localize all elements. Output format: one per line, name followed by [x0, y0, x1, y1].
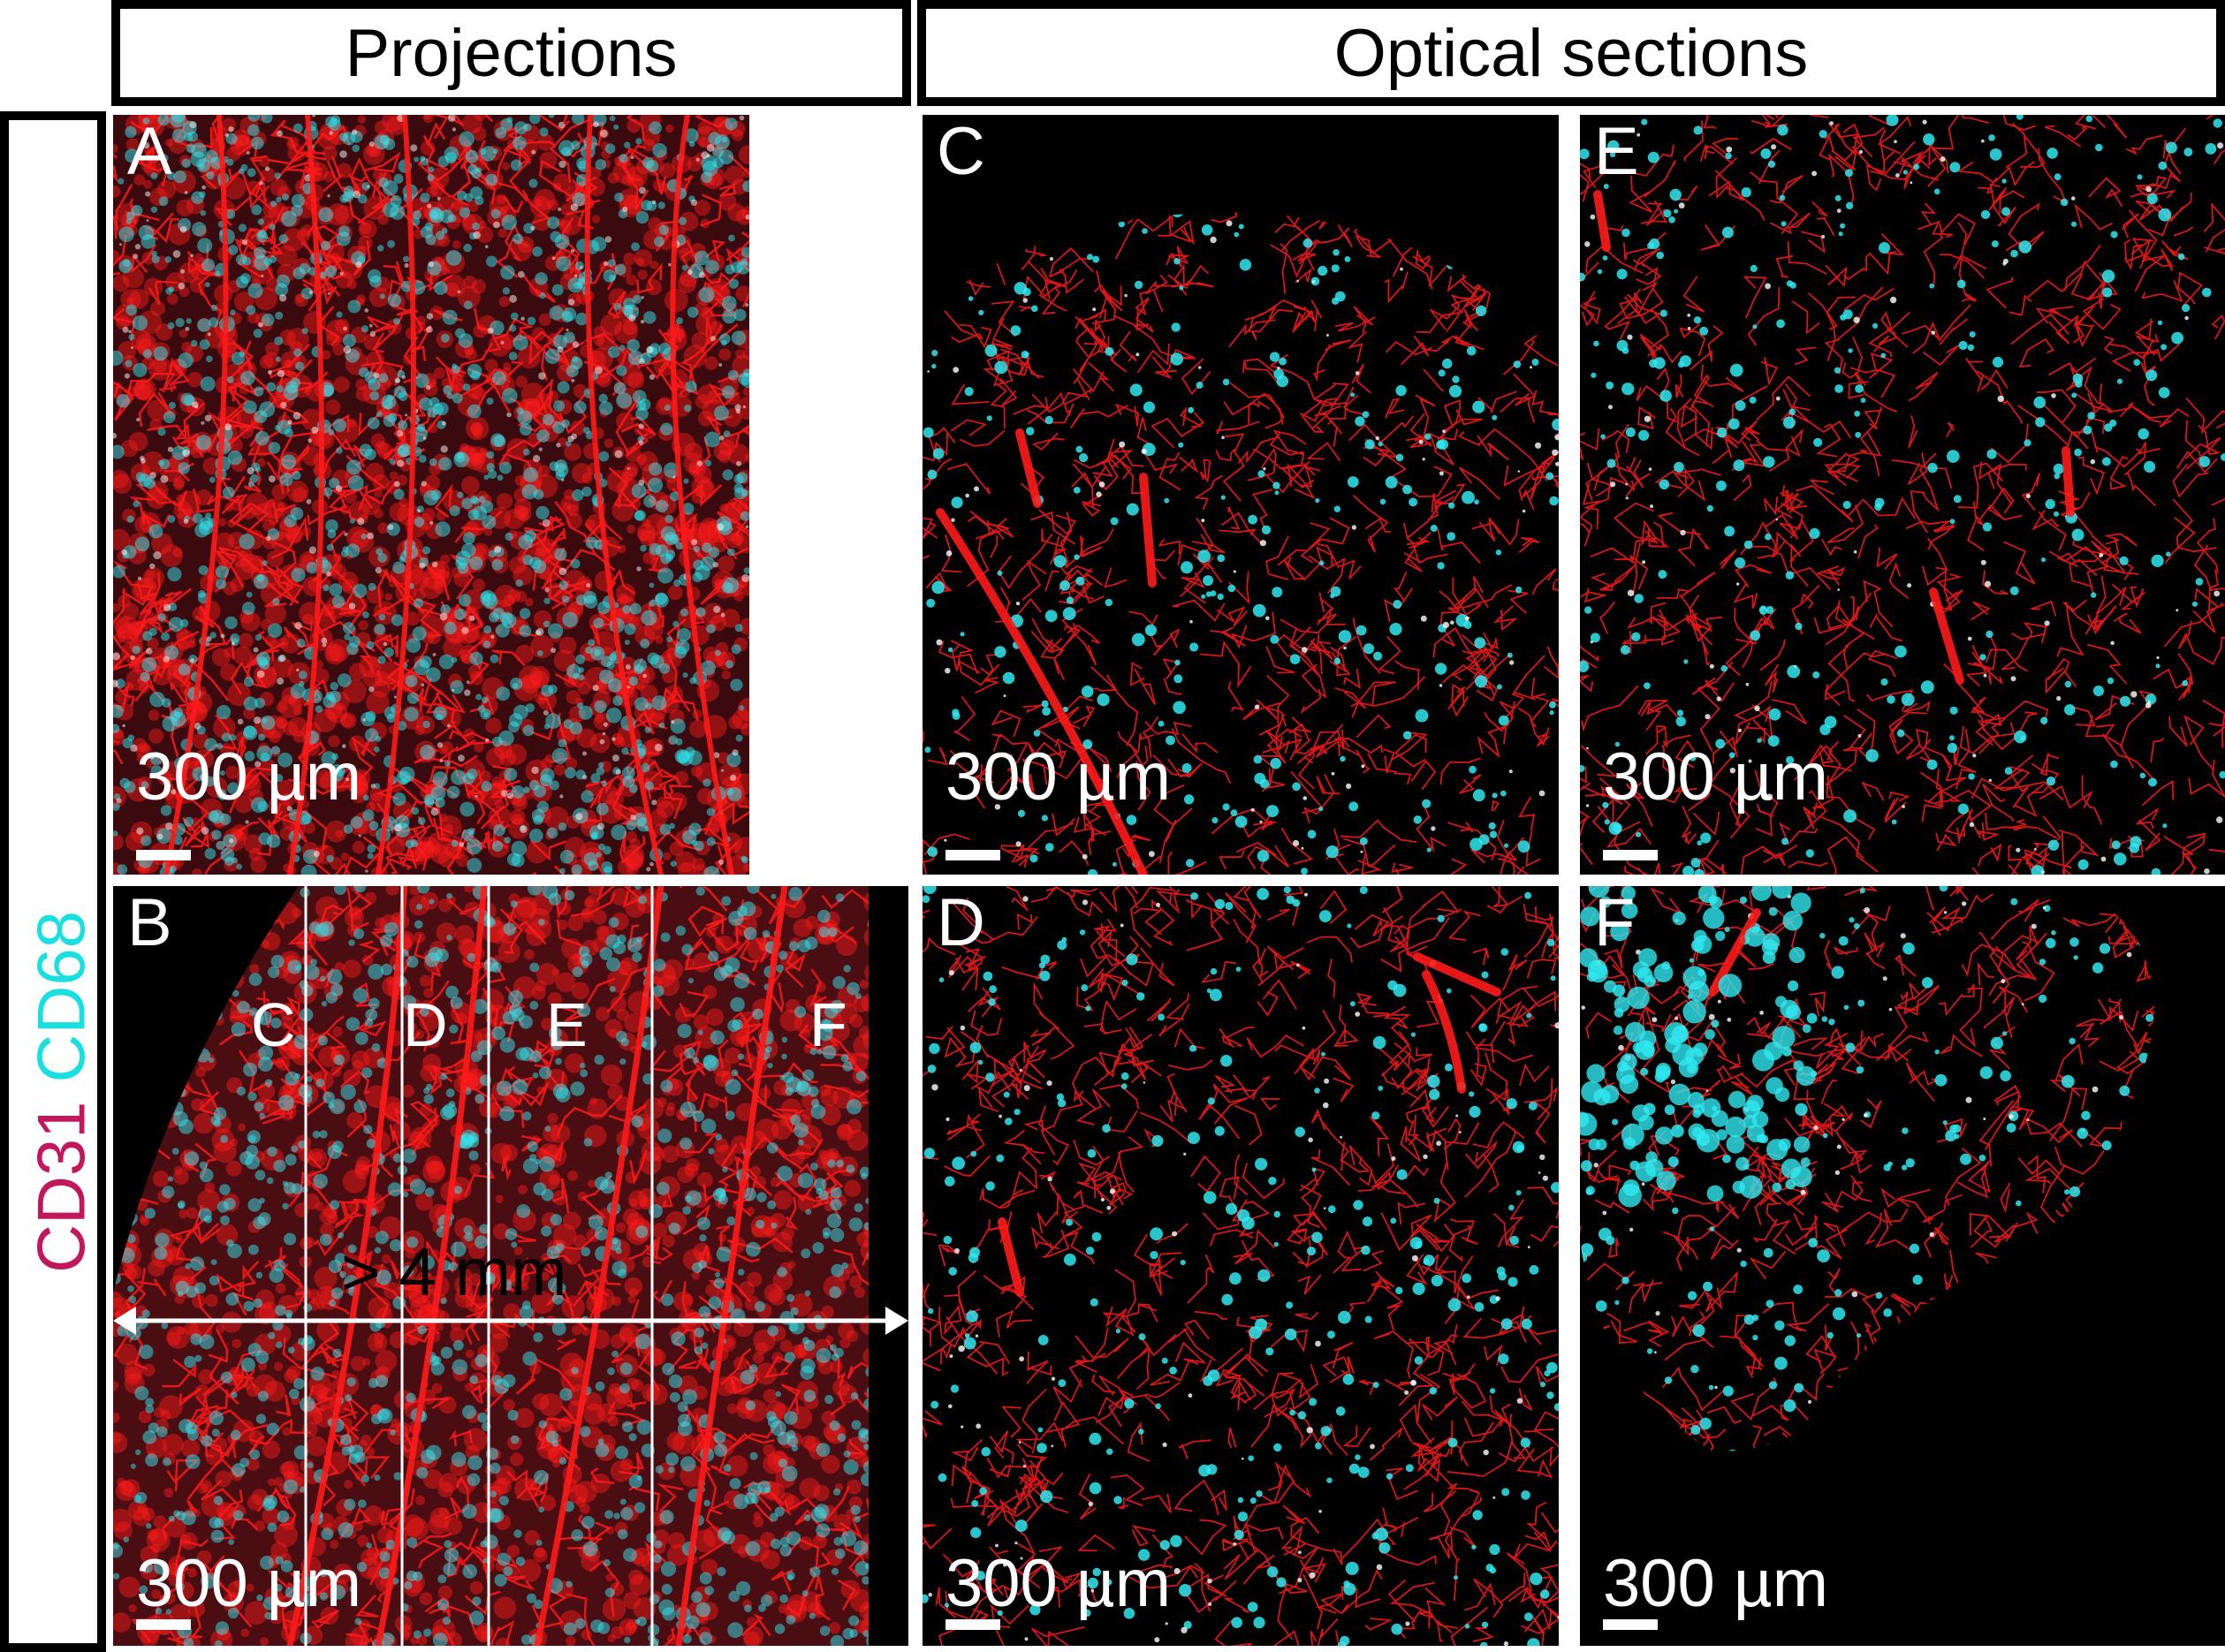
panel-d-scale-label: 300 µm	[945, 1546, 1172, 1621]
panel-b: B C D E F > 4 mm 300 µm	[113, 886, 908, 1646]
panel-f-scale-label: 300 µm	[1603, 1546, 1829, 1621]
panel-f-scale-bar	[1603, 1619, 1658, 1630]
panel-c-micrograph	[923, 212, 1559, 875]
panel-e-letter: E	[1594, 115, 1639, 189]
panel-e-scale-bar	[1603, 850, 1658, 860]
stain-label: CD31 CD68	[24, 911, 101, 1273]
panel-a-scale-bar	[136, 850, 191, 860]
cd68-label: CD68	[24, 911, 100, 1083]
header-projections: Projections	[111, 0, 911, 106]
panel-c-scale-bar	[945, 850, 1000, 860]
header-optical-sections-label: Optical sections	[1333, 15, 1809, 91]
panel-c: C 300 µm	[923, 115, 1559, 875]
panel-d-letter: D	[937, 886, 985, 960]
panel-e-scale-label: 300 µm	[1603, 739, 1829, 815]
panel-f-micrograph	[1580, 886, 2154, 1451]
panel-a-scale-label: 300 µm	[136, 739, 362, 815]
header-optical-sections: Optical sections	[917, 0, 2225, 106]
header-projections-label: Projections	[345, 15, 678, 91]
panel-a: A 300 µm	[113, 115, 749, 875]
panel-e-micrograph	[1580, 115, 2225, 875]
section-marker-e: E	[546, 990, 588, 1059]
section-marker-c: C	[251, 990, 296, 1059]
panel-b-micrograph	[113, 886, 908, 1646]
panel-e: E 300 µm	[1580, 115, 2225, 875]
panel-a-micrograph	[113, 115, 749, 875]
cd31-label: CD31	[24, 1101, 100, 1273]
panel-a-letter: A	[127, 115, 172, 189]
section-marker-f: F	[809, 990, 847, 1059]
panel-f-letter: F	[1594, 886, 1636, 960]
panel-d: D 300 µm	[923, 886, 1559, 1646]
panel-b-scale-label: 300 µm	[136, 1546, 362, 1621]
panel-c-scale-label: 300 µm	[945, 739, 1172, 815]
panel-b-scale-bar	[136, 1619, 191, 1630]
panel-c-letter: C	[937, 115, 985, 189]
side-label-box: CD31 CD68	[0, 111, 106, 1652]
panel-f: F 300 µm	[1580, 886, 2225, 1646]
panel-d-micrograph	[923, 886, 1559, 1646]
section-marker-d: D	[403, 990, 448, 1059]
panel-d-scale-bar	[945, 1619, 1000, 1630]
measurement-label: > 4 mm	[341, 1235, 567, 1310]
panel-b-letter: B	[127, 886, 172, 960]
